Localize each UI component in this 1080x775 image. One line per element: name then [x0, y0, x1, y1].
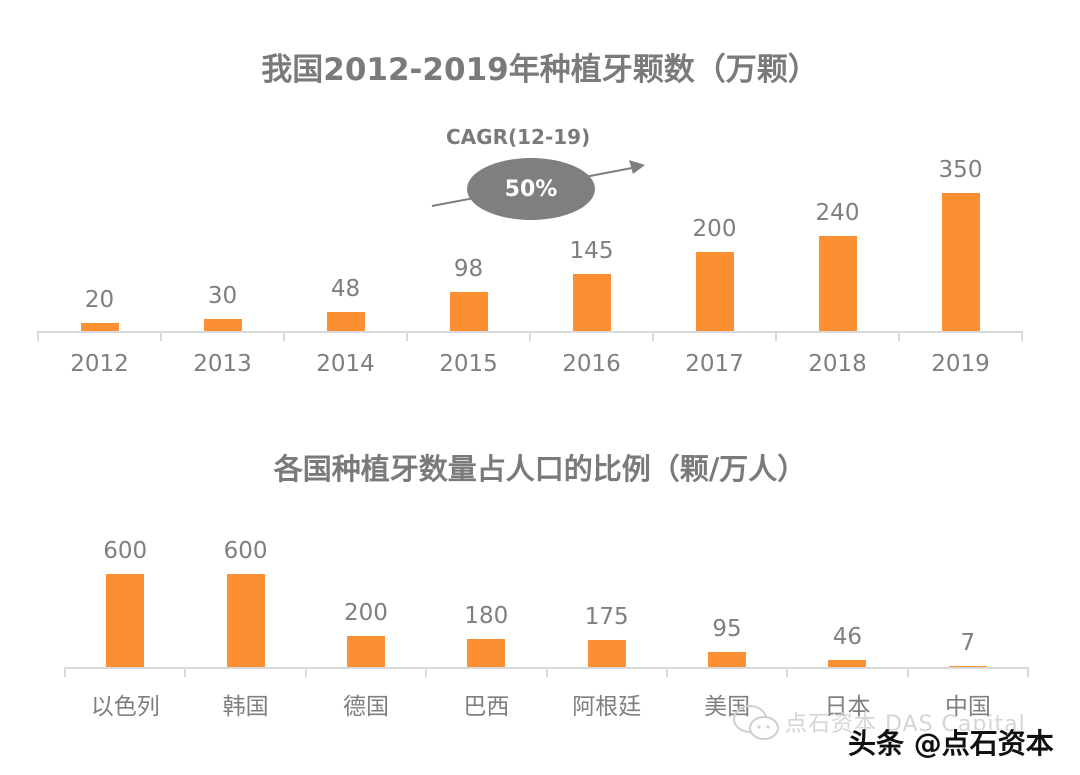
bar [587, 639, 626, 667]
watermark-wechat: 点石资本 DAS Capital [785, 712, 1026, 737]
x-axis-tick [425, 667, 428, 677]
data-label: 175 [584, 603, 629, 630]
category-label: 2012 [70, 351, 129, 377]
data-label: 48 [330, 276, 361, 303]
x-axis-tick [406, 331, 408, 341]
chart2-title: 各国种植牙数量占人口的比例（颗/万人） [273, 452, 807, 486]
category-label: 2016 [562, 351, 621, 377]
category-label: 2019 [931, 351, 990, 377]
bar [828, 659, 867, 667]
category-label: 2013 [193, 351, 252, 377]
x-axis-tick [64, 667, 66, 677]
data-label: 200 [343, 600, 388, 626]
category-label: 巴西 [463, 694, 510, 720]
bar [708, 652, 747, 667]
data-label: 145 [569, 237, 614, 264]
x-axis-tick [529, 331, 531, 341]
bar [80, 323, 119, 331]
category-label: 中国 [944, 694, 991, 720]
category-label: 2017 [685, 351, 744, 377]
bar [346, 636, 385, 667]
bar [226, 574, 265, 667]
x-axis-tick [545, 667, 548, 677]
x-axis-tick [898, 331, 900, 341]
category-label: 以色列 [90, 694, 160, 720]
data-label: 46 [832, 623, 863, 650]
category-label: 2015 [439, 351, 498, 377]
x-axis-tick [283, 331, 285, 341]
x-axis-tick [160, 331, 162, 341]
x-axis-tick [906, 667, 909, 677]
chart1-title: 我国2012-2019年种植牙颗数（万颗） [261, 52, 819, 88]
x-axis-tick [1021, 331, 1023, 341]
x-axis-tick [37, 331, 39, 341]
data-label: 20 [84, 287, 115, 314]
x-axis-tick [652, 331, 654, 341]
bar [449, 292, 488, 331]
bar [467, 639, 506, 667]
data-label: 180 [464, 603, 509, 630]
category-label: 阿根廷 [572, 694, 642, 720]
wechat-icon [733, 705, 779, 740]
x-axis-tick [184, 667, 187, 677]
bar [941, 193, 980, 331]
data-label: 600 [223, 538, 268, 564]
data-label: 350 [938, 157, 983, 183]
category-label: 2018 [808, 351, 867, 377]
x-axis-tick [1027, 667, 1029, 677]
category-label: 日本 [824, 694, 871, 720]
watermark-toutiao: 头条 @点石资本 [848, 727, 1054, 760]
bar [203, 319, 242, 331]
data-label: 30 [207, 283, 238, 310]
bar [326, 312, 365, 331]
x-axis-tick [786, 667, 789, 677]
cagr-value-ellipse: 50% [467, 158, 595, 220]
category-label: 韩国 [222, 694, 269, 720]
data-label: 600 [103, 538, 148, 564]
x-axis-tick [775, 331, 777, 341]
bar [695, 252, 734, 331]
x-axis-tick [665, 667, 668, 677]
data-label: 95 [712, 616, 742, 643]
x-axis-tick [304, 667, 307, 677]
bar [948, 665, 987, 667]
cagr-label: CAGR(12-19) [446, 125, 591, 149]
bar [106, 574, 145, 667]
bar [572, 273, 611, 331]
data-label: 7 [960, 629, 976, 656]
data-label: 200 [692, 216, 737, 243]
data-label: 98 [453, 256, 484, 283]
category-label: 2014 [316, 351, 375, 377]
bar [818, 236, 857, 331]
cagr-value: 50% [504, 176, 558, 202]
data-label: 240 [815, 200, 860, 227]
category-label: 德国 [342, 694, 389, 720]
